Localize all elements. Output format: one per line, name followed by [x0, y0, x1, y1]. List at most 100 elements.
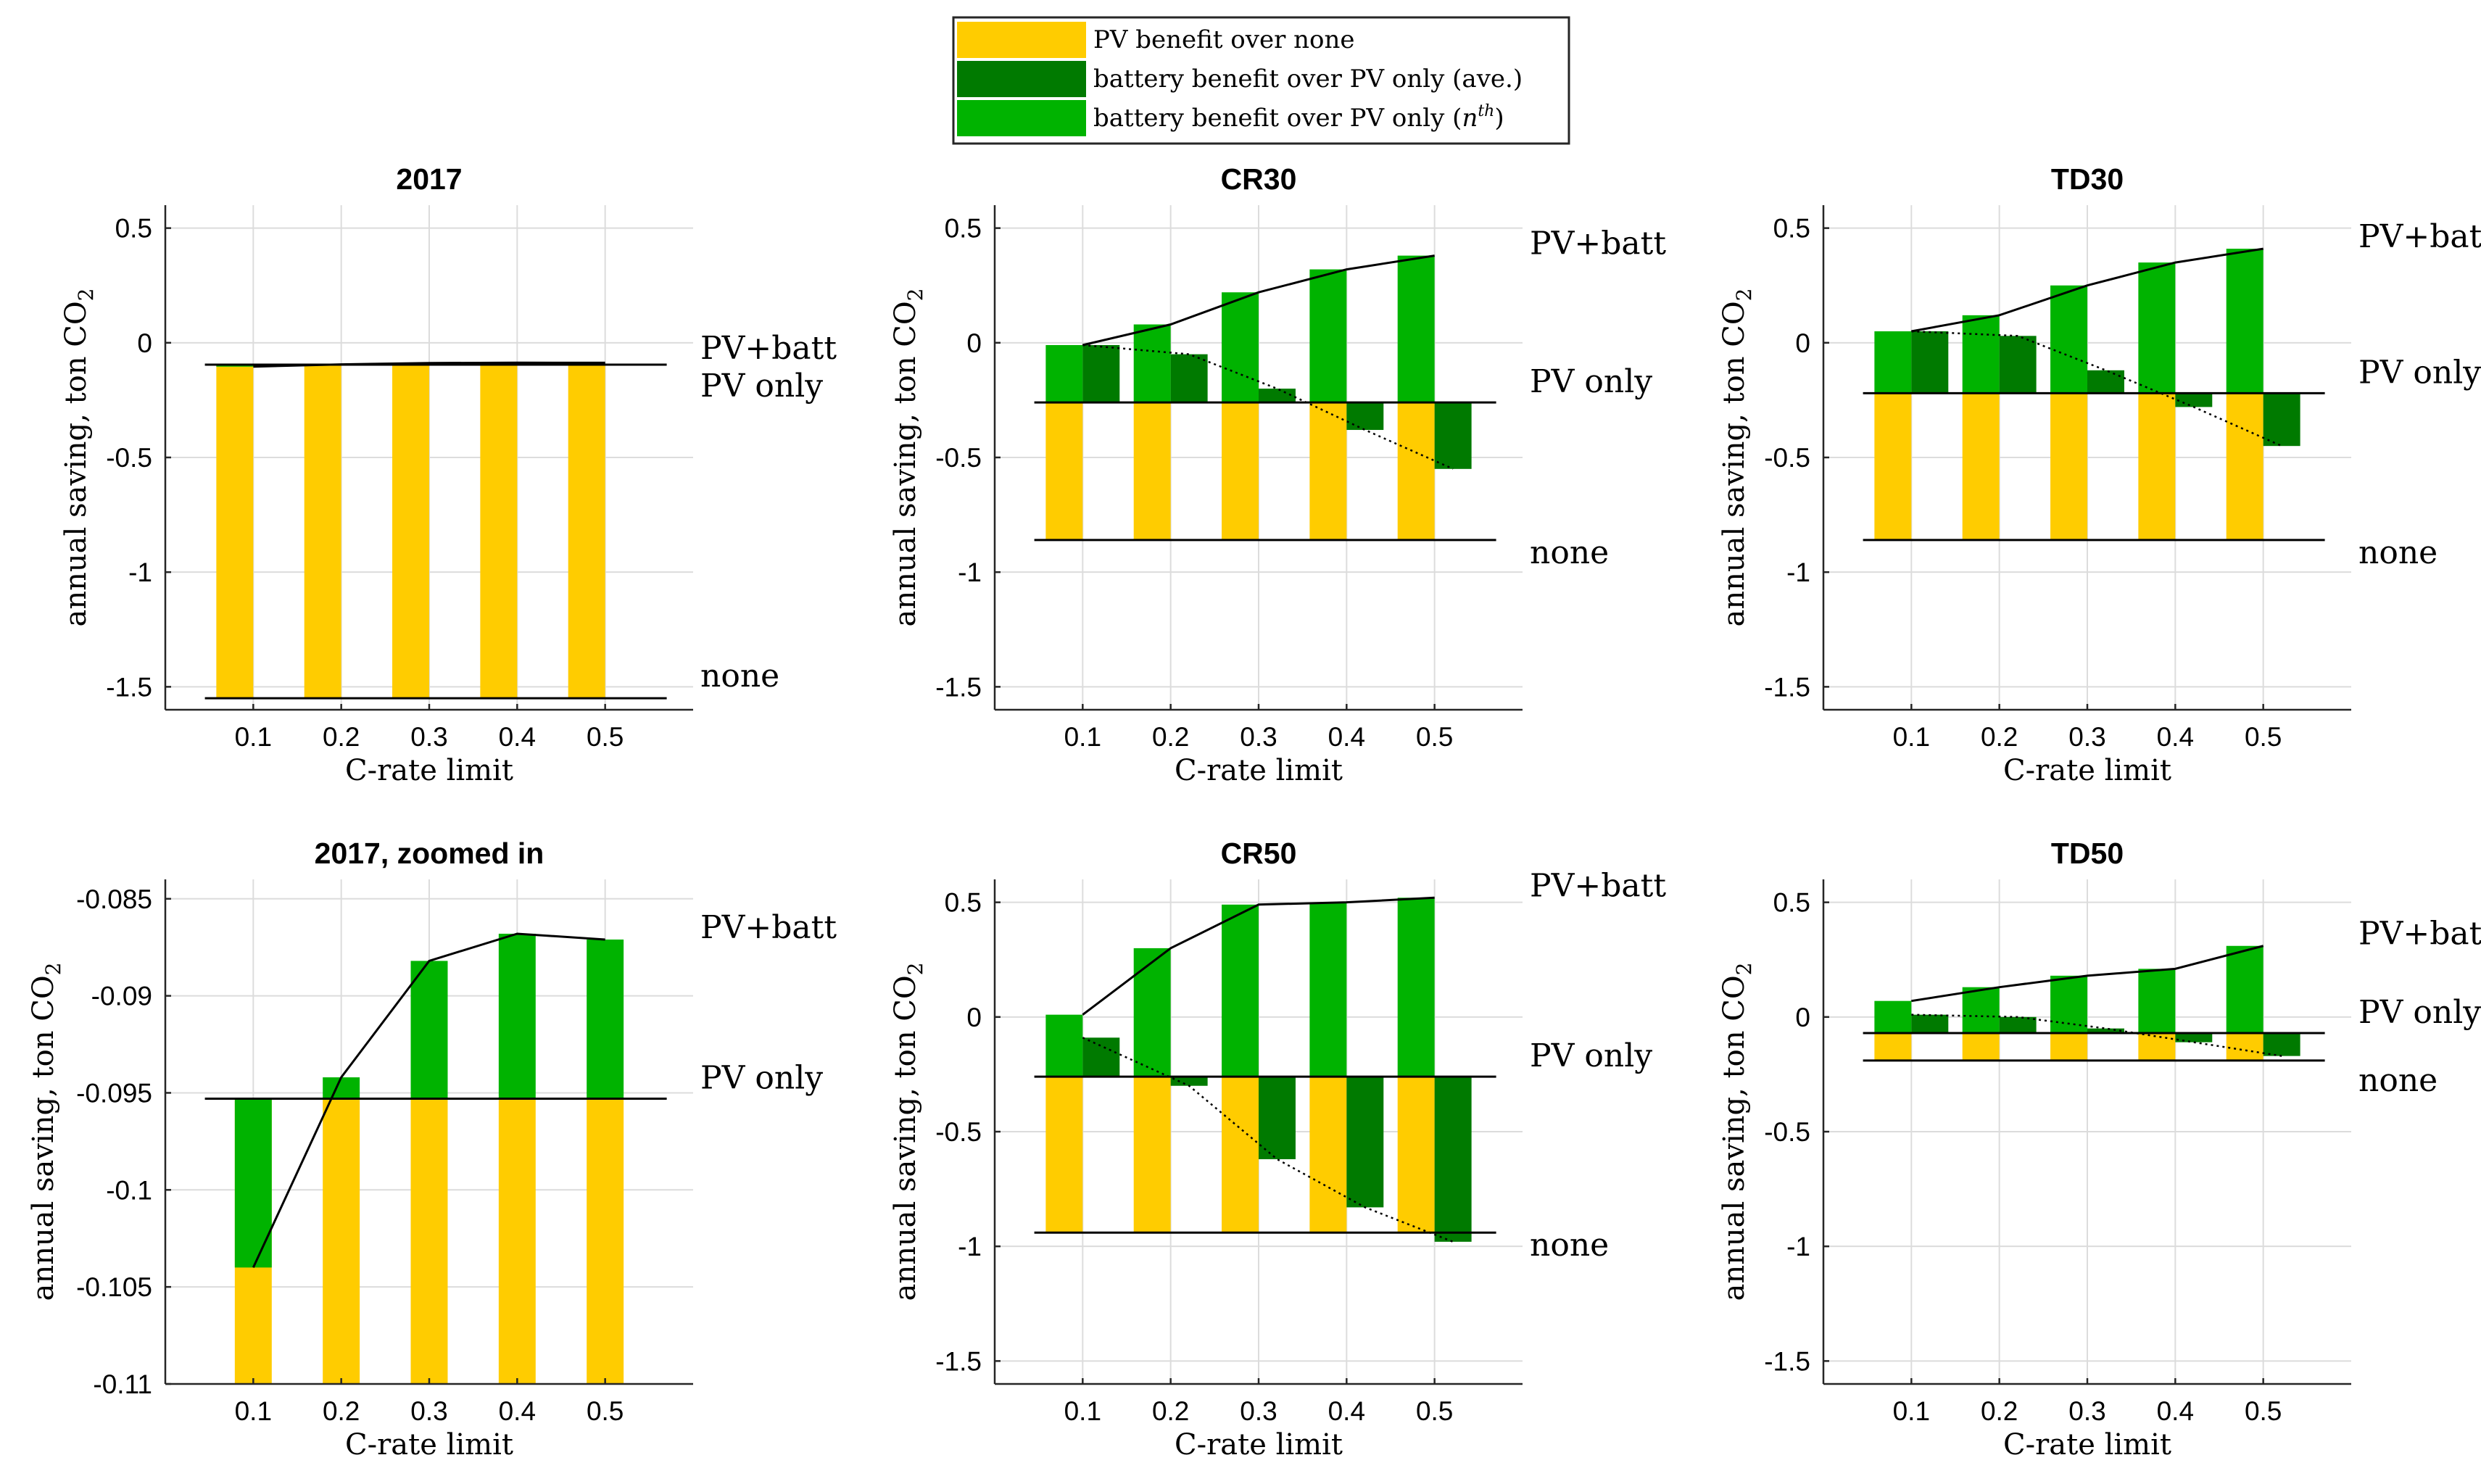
y-axis-label-sub: 2 — [903, 963, 927, 976]
x-tick-label: 0.4 — [1328, 722, 1365, 752]
bar-pv-benefit — [1222, 402, 1259, 540]
label-pv-only: PV only — [2358, 354, 2481, 391]
y-axis-label-text: annual saving, ton CO — [1718, 301, 1751, 626]
y-tick-label: 0.5 — [1773, 888, 1810, 918]
label-pv-only: PV only — [1530, 1037, 1652, 1074]
bar-battery-nth — [1874, 1000, 1912, 1033]
x-tick-label: 0.5 — [1416, 1396, 1453, 1426]
bar-battery-nth — [234, 1098, 272, 1268]
bar-battery-nth — [2138, 262, 2176, 394]
label-none: none — [700, 658, 779, 695]
label-none: none — [1530, 1227, 1609, 1264]
y-tick-label: -1 — [1786, 557, 1810, 587]
y-tick-label: -0.5 — [106, 443, 152, 473]
bar-battery-nth — [1309, 269, 1347, 403]
bar-battery-avg — [1434, 1077, 1472, 1242]
y-tick-label: -1 — [1786, 1232, 1810, 1261]
y-axis-label-text: annual saving, ton CO — [889, 301, 922, 626]
x-tick-label: 0.5 — [2245, 722, 2282, 752]
bar-battery-nth — [1222, 292, 1259, 403]
y-tick-label: 0 — [966, 328, 982, 358]
chart-title: TD30 — [2051, 162, 2124, 196]
x-tick-label: 0.2 — [323, 722, 360, 752]
chart-panel-2017: -1.5 -1 -0.5 0 0.5 0.1 0.2 0.3 0.4 0.5 2017 C-rate … — [59, 162, 837, 787]
bar-battery-avg — [1346, 1077, 1384, 1208]
label-none: none — [1530, 534, 1609, 571]
y-tick-label: 0.5 — [115, 214, 152, 244]
x-tick-label: 0.4 — [499, 1396, 536, 1426]
y-axis-label: annual saving, ton CO2 — [59, 289, 98, 627]
plot-area — [1863, 247, 2325, 542]
chart-title: CR30 — [1221, 162, 1297, 196]
y-tick-label: 0.5 — [1773, 214, 1810, 244]
legend-label-pv: PV benefit over none — [1093, 25, 1355, 54]
y-tick-label: 0 — [1795, 328, 1810, 358]
label-pv-batt: PV+batt — [1530, 867, 1666, 904]
x-tick-label: 0.4 — [2157, 1396, 2194, 1426]
legend-label-battery-avg: battery benefit over PV only (ave.) — [1093, 65, 1523, 94]
y-axis-label-sub: 2 — [41, 963, 65, 976]
x-axis-label: C-rate limit — [345, 754, 513, 787]
bar-battery-avg — [1999, 1016, 2037, 1033]
chart-title: 2017 — [396, 162, 462, 196]
x-tick-label: 0.5 — [2245, 1396, 2282, 1426]
y-tick-label: -1 — [958, 1232, 982, 1261]
bar-pv-benefit — [2138, 393, 2176, 540]
bar-pv-benefit — [2226, 393, 2263, 540]
legend-label-nth-suffix: ) — [1494, 104, 1504, 133]
pv-batt-line — [1911, 945, 2264, 1003]
y-tick-label: -0.5 — [1764, 1117, 1810, 1147]
bar-battery-avg — [1911, 331, 1949, 394]
y-tick-label: 0 — [966, 1003, 982, 1032]
legend: PV benefit over none battery benefit ove… — [952, 16, 1570, 145]
x-tick-label: 0.3 — [2068, 1396, 2105, 1426]
bar-battery-nth — [1133, 324, 1171, 403]
plot-area — [1034, 254, 1496, 542]
bar-battery-avg — [1434, 402, 1472, 469]
bar-pv-benefit — [1045, 1077, 1083, 1233]
x-tick-label: 0.2 — [1152, 722, 1189, 752]
bar-pv-benefit — [1309, 1077, 1347, 1233]
y-axis-label: annual saving, ton CO2 — [1718, 289, 1756, 627]
y-tick-label: -0.5 — [935, 1117, 982, 1147]
bar-pv-benefit — [1222, 1077, 1259, 1233]
bar-pv-benefit — [1133, 402, 1171, 540]
bar-battery-avg — [2263, 393, 2300, 447]
y-axis-label: annual saving, ton CO2 — [889, 963, 927, 1301]
label-none: none — [2358, 534, 2437, 571]
bar-battery-nth — [1045, 344, 1083, 403]
chart-panel-CR50: -1.5 -1 -0.5 0 0.5 0.1 0.2 0.3 0.4 0.5 CR50 C-rate … — [889, 837, 1666, 1462]
bar-battery-nth — [323, 1077, 360, 1099]
legend-label-nth-prefix: battery benefit over PV only ( — [1093, 104, 1462, 133]
x-axis-label: C-rate limit — [1175, 1428, 1343, 1462]
y-tick-label: -0.085 — [76, 884, 152, 914]
bar-battery-avg — [1082, 344, 1120, 403]
bar-battery-nth — [1222, 904, 1259, 1077]
x-tick-label: 0.1 — [1893, 722, 1930, 752]
x-tick-label: 0.5 — [1416, 722, 1453, 752]
bar-pv-benefit — [568, 364, 605, 699]
bar-battery-avg — [1170, 1077, 1208, 1086]
y-tick-label: -0.5 — [935, 443, 982, 473]
label-pv-only: PV only — [700, 1059, 823, 1096]
y-axis-label-sub: 2 — [1732, 963, 1756, 976]
x-tick-label: 0.4 — [2157, 722, 2194, 752]
bar-pv-benefit — [1045, 402, 1083, 540]
bar-battery-nth — [1397, 255, 1435, 403]
bar-battery-avg — [1259, 389, 1296, 403]
x-axis-label: C-rate limit — [1175, 754, 1343, 787]
pv-batt-line — [1082, 254, 1435, 347]
pv-batt-line — [252, 932, 605, 1269]
pv-batt-line — [1911, 247, 2263, 333]
x-axis-label: C-rate limit — [345, 1428, 513, 1462]
bar-battery-nth — [410, 961, 448, 1099]
plot-area — [204, 361, 667, 700]
label-none: none — [2358, 1062, 2437, 1099]
bar-pv-benefit — [1397, 1077, 1435, 1233]
y-axis-label-sub: 2 — [1732, 289, 1756, 302]
x-tick-label: 0.3 — [2068, 722, 2105, 752]
bar-pv-benefit — [1874, 1032, 1912, 1061]
y-tick-label: -1.5 — [935, 672, 982, 702]
chart-title: TD50 — [2051, 837, 2124, 870]
